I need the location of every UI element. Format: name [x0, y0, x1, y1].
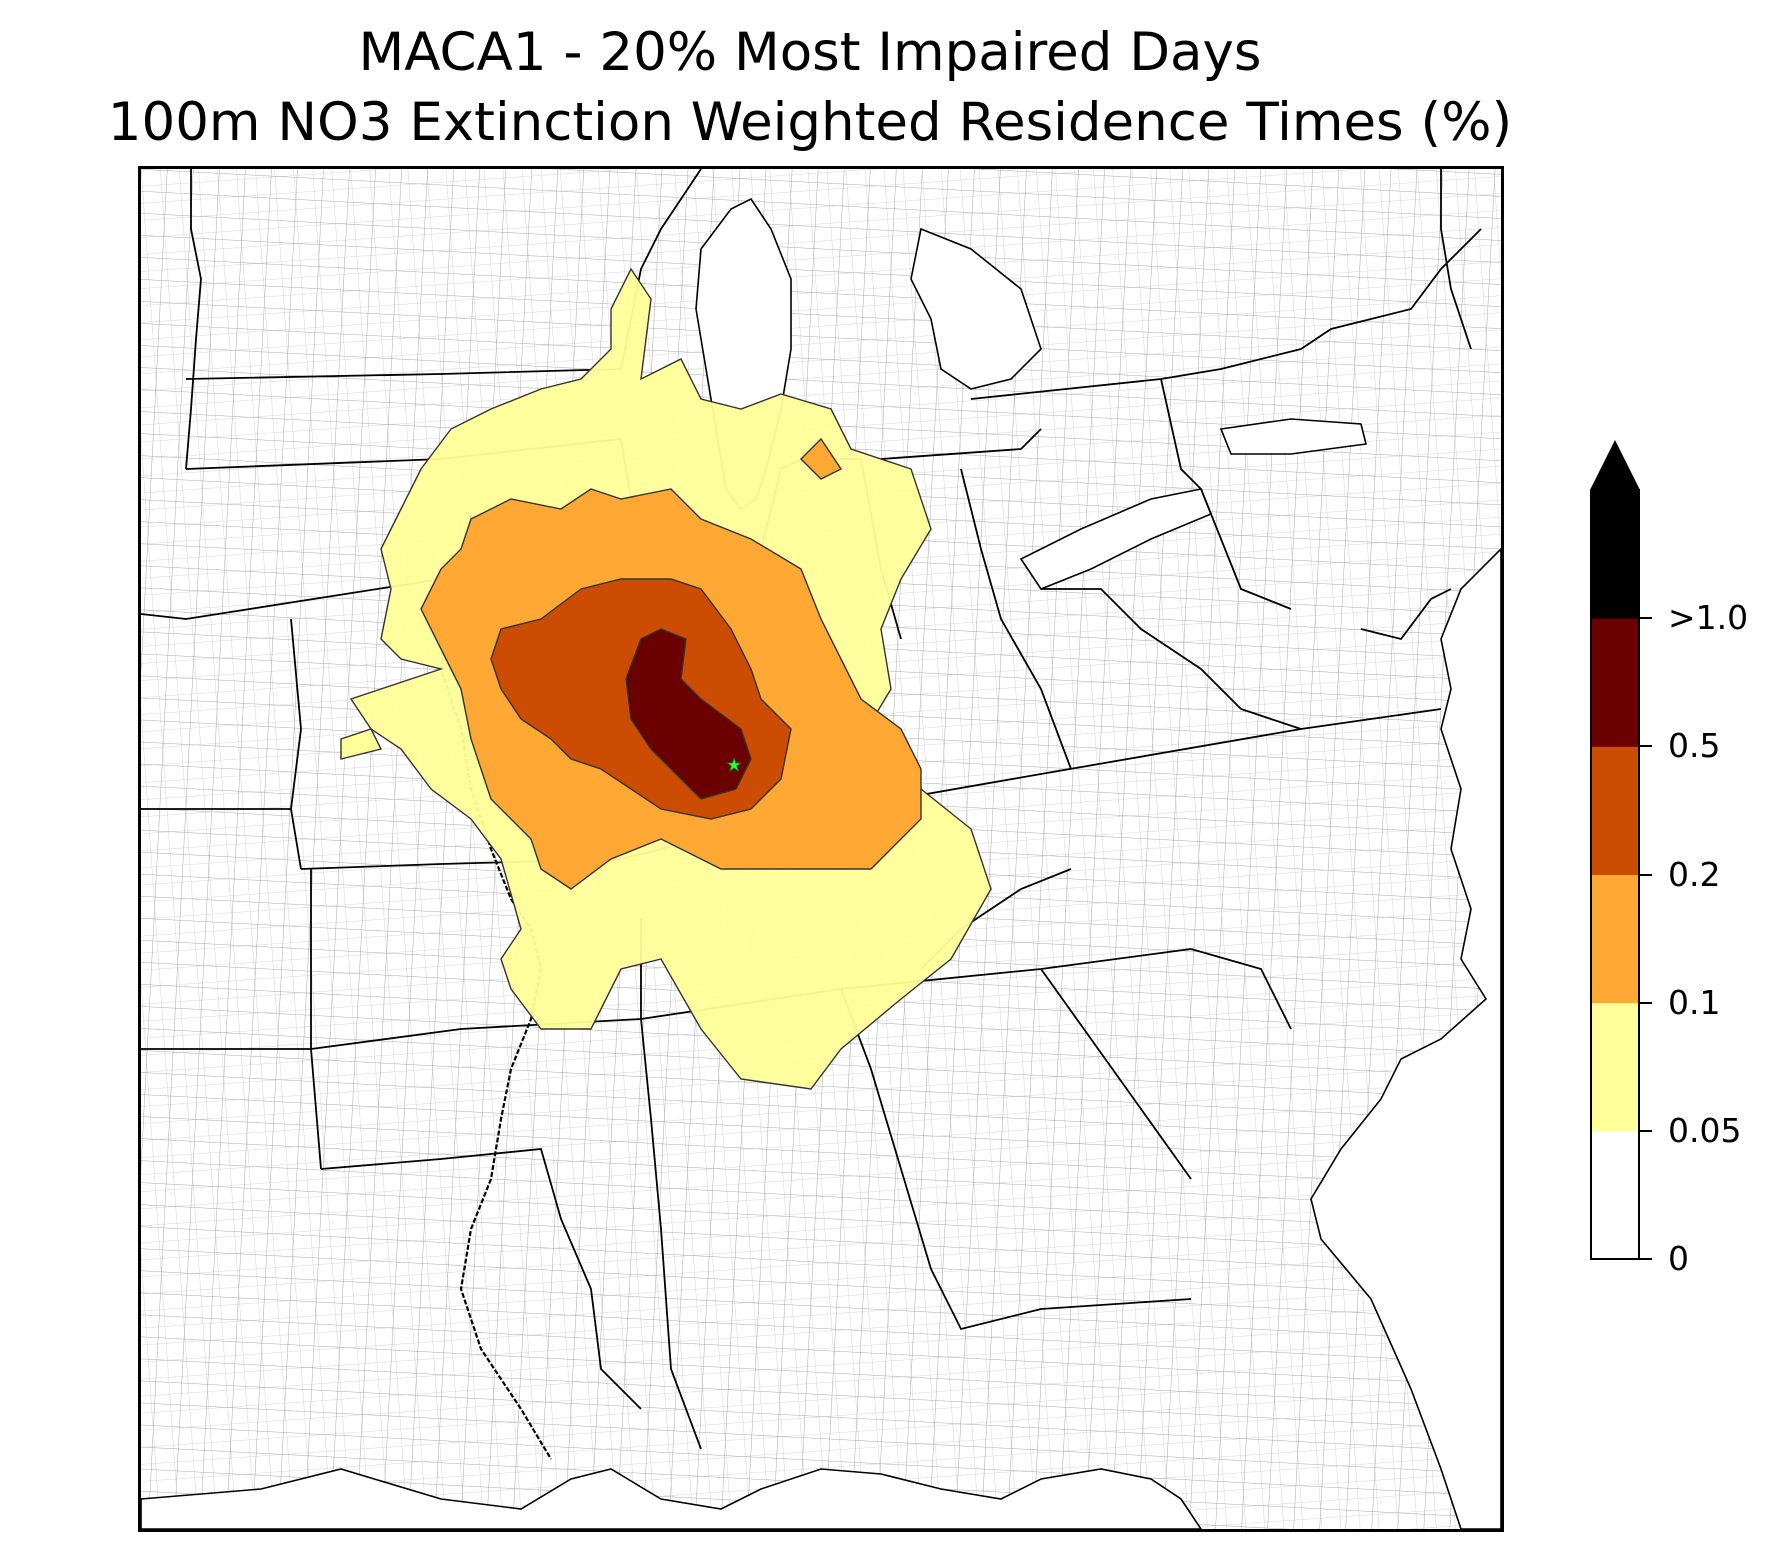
colorbar-tick-label: 0: [1668, 1239, 1689, 1278]
water-bodies: [141, 197, 1501, 1529]
lake-huron: [910, 227, 1042, 390]
gulf-of-mexico: [141, 1468, 1202, 1529]
colorbar-tick-mark: [1640, 1258, 1652, 1260]
lake-ontario: [1219, 418, 1367, 455]
map-title-line2: 100m NO3 Extinction Weighted Residence T…: [107, 92, 1513, 153]
colorbar-segment: [1591, 1002, 1639, 1132]
colorbar-segment: [1591, 874, 1639, 1004]
atlantic-ocean: [1310, 547, 1501, 1529]
colorbar-tick-mark: [1640, 617, 1652, 620]
map-panel: ★: [138, 166, 1504, 1532]
colorbar-tick-mark: [1640, 873, 1652, 876]
colorbar-segment: [1591, 746, 1639, 875]
contour-0.5-1.0: [625, 628, 752, 800]
colorbar-extend-arrow: [1590, 440, 1640, 490]
contour-0.1-northeast: [800, 437, 843, 480]
contour-0.05-extra-west: [340, 728, 383, 760]
colorbar-segment: [1591, 618, 1639, 747]
colorbar-tick-label: 0.05: [1668, 1110, 1742, 1150]
colorbar-tick-label: 0.1: [1668, 982, 1721, 1022]
colorbar-tick-label: >1.0: [1668, 598, 1749, 638]
colorbar-tick-mark: [1640, 1001, 1652, 1004]
colorbar-segment: [1591, 1130, 1639, 1260]
star-icon: ★: [726, 755, 742, 776]
map-canvas: ★: [141, 169, 1501, 1529]
colorbar-segment: [1591, 490, 1639, 619]
colorbar-tick-label: 0.2: [1668, 854, 1721, 894]
map-title-line1: MACA1 - 20% Most Impaired Days: [358, 22, 1262, 83]
colorbar-tick-mark: [1640, 1129, 1652, 1132]
colorbar-tick-label: 0.5: [1668, 726, 1721, 766]
colorbar: [1590, 440, 1640, 1260]
residence-time-contours: [340, 267, 992, 1090]
colorbar-tick-mark: [1640, 745, 1652, 748]
